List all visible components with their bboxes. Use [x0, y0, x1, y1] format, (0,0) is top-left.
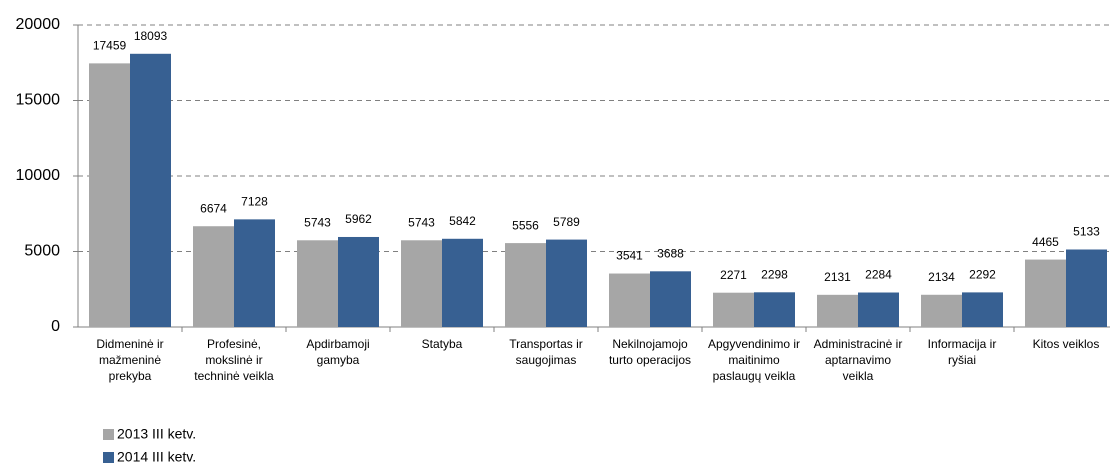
legend-label: 2014 III ketv.	[117, 449, 196, 465]
bar	[754, 292, 795, 327]
data-label: 2298	[761, 267, 788, 281]
x-tick-label-line: Administracinė ir	[814, 337, 903, 351]
x-tick-label-line: turto operacijos	[609, 353, 691, 367]
x-tick-label-line: gamyba	[317, 353, 360, 367]
bar	[921, 294, 962, 327]
legend-swatch	[103, 452, 114, 463]
x-tick-label-line: veikla	[843, 369, 874, 383]
data-label: 6674	[200, 201, 227, 215]
bar	[505, 243, 546, 327]
bar	[193, 226, 234, 327]
legend-swatch	[103, 429, 114, 440]
x-tick-label-line: Transportas ir	[509, 337, 583, 351]
bar	[650, 271, 691, 327]
data-label: 5556	[512, 218, 539, 232]
bar	[962, 292, 1003, 327]
x-tick-label-line: maitinimo	[728, 353, 780, 367]
x-tick-label: Profesinė, mokslinė ir techninė veikla	[194, 337, 274, 383]
data-label: 2131	[824, 270, 851, 284]
bar	[858, 292, 899, 327]
data-label: 7128	[241, 195, 268, 209]
x-tick-label-line: Didmeninė ir	[96, 337, 163, 351]
x-tick-label: Transportas ir saugojimas	[509, 337, 583, 367]
bar	[1066, 249, 1107, 327]
data-label: 3541	[616, 249, 643, 263]
y-tick-label: 5000	[24, 243, 60, 260]
x-tick-label-line: Nekilnojamojo	[612, 337, 688, 351]
data-label: 4465	[1032, 235, 1059, 249]
x-tick-label: Kitos veiklos	[1033, 337, 1100, 351]
x-tick-label-line: paslaugų veikla	[713, 369, 796, 383]
x-tick-label-line: ryšiai	[948, 353, 976, 367]
x-tick-label-line: Statyba	[422, 337, 463, 351]
bar	[442, 238, 483, 327]
data-label: 5789	[553, 215, 580, 229]
x-tick-label-line: Apgyvendinimo ir	[708, 337, 800, 351]
bar	[713, 292, 754, 327]
data-label: 2134	[928, 270, 955, 284]
bar	[338, 236, 379, 327]
data-label: 5133	[1073, 225, 1100, 239]
bar	[609, 273, 650, 327]
x-tick-label: Apgyvendinimo ir maitinimo paslaugų veikla	[708, 337, 800, 383]
x-tick-label-line: saugojimas	[516, 353, 577, 367]
x-tick-label-line: mokslinė ir	[205, 353, 262, 367]
y-tick-label: 10000	[16, 167, 61, 184]
x-tick-label-line: aptarnavimo	[825, 353, 891, 367]
x-tick-label: Apdirbamoji gamyba	[306, 337, 369, 367]
data-label: 5743	[408, 215, 435, 229]
y-tick-label: 20000	[16, 16, 61, 33]
data-label: 2284	[865, 268, 892, 282]
bar	[297, 240, 338, 327]
x-tick-label: Informacija ir ryšiai	[928, 337, 997, 367]
data-label: 18093	[134, 29, 168, 43]
y-tick-label: 0	[51, 318, 60, 335]
x-tick-label-line: mažmeninė	[99, 353, 161, 367]
bar	[130, 53, 171, 327]
x-tick-label-line: Kitos veiklos	[1033, 337, 1100, 351]
x-tick-label: Nekilnojamojo turto operacijos	[609, 337, 691, 367]
data-label: 5962	[345, 212, 372, 226]
x-tick-label-line: prekyba	[109, 369, 152, 383]
bar	[546, 239, 587, 327]
data-label: 2271	[720, 268, 747, 282]
bar	[234, 219, 275, 327]
data-label: 2292	[969, 268, 996, 282]
x-tick-label-line: techninė veikla	[194, 369, 274, 383]
bar	[817, 294, 858, 327]
x-tick-label: Didmeninė ir mažmeninė prekyba	[96, 337, 163, 383]
data-label: 3688	[657, 246, 684, 260]
data-label: 5842	[449, 214, 476, 228]
data-label: 17459	[93, 39, 127, 53]
bar	[1025, 259, 1066, 327]
bar	[89, 63, 130, 327]
x-tick-label-line: Apdirbamoji	[306, 337, 369, 351]
x-tick-label-line: Informacija ir	[928, 337, 997, 351]
x-tick-label: Administracinė ir aptarnavimo veikla	[814, 337, 903, 383]
data-label: 5743	[304, 215, 331, 229]
y-tick-label: 15000	[16, 92, 61, 109]
legend-label: 2013 III ketv.	[117, 426, 196, 442]
x-tick-label-line: Profesinė,	[207, 337, 261, 351]
bar	[401, 240, 442, 327]
x-tick-label: Statyba	[422, 337, 463, 351]
